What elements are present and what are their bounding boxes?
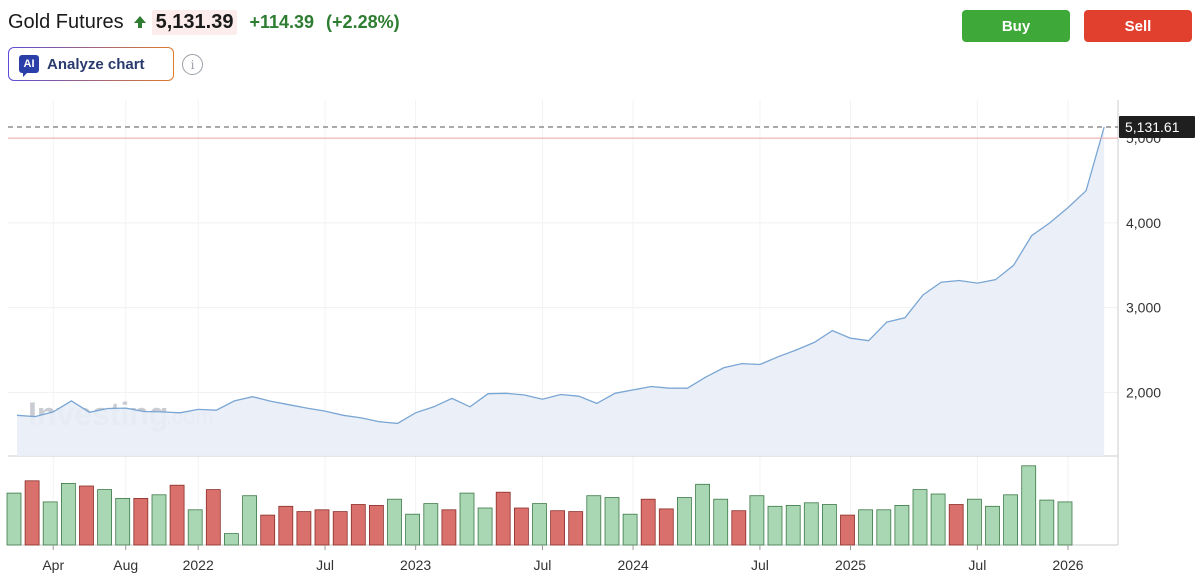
volume-bar <box>278 505 294 546</box>
volume-bar <box>767 505 783 546</box>
x-tick-label: 2026 <box>1052 557 1083 573</box>
price-change-percent: (+2.28%) <box>326 11 400 32</box>
volume-bar <box>368 504 384 546</box>
x-tick-label: 2024 <box>618 557 649 573</box>
x-tick-label: Apr <box>42 557 64 573</box>
volume-bar <box>514 507 529 546</box>
volume-bar <box>858 509 873 546</box>
last-price: 5,131.39 <box>151 9 238 35</box>
last-price-badge-label: 5,131.61 <box>1125 119 1180 135</box>
volume-bar <box>477 507 493 546</box>
volume-bar <box>803 502 819 546</box>
volume-bar <box>314 509 330 546</box>
volume-bar <box>894 504 910 546</box>
volume-bar <box>24 480 40 546</box>
analyze-chart-button[interactable]: AI Analyze chart <box>8 47 174 81</box>
volume-bar <box>1057 501 1073 546</box>
x-tick-label: 2023 <box>400 557 431 573</box>
x-tick-label: Jul <box>316 557 334 573</box>
analyze-chart-label: Analyze chart <box>47 55 145 73</box>
volume-bar <box>61 482 76 546</box>
volume-bar <box>187 509 203 546</box>
volume-bar <box>97 489 112 546</box>
volume-bar <box>441 509 457 546</box>
volume-bar <box>677 497 692 546</box>
volume-bar <box>242 495 258 546</box>
instrument-title: Gold Futures <box>8 10 124 33</box>
last-price-badge <box>1119 115 1195 138</box>
x-tick-label: Jul <box>968 557 986 573</box>
x-tick-label: Jul <box>751 557 769 573</box>
volume-bar <box>822 504 837 546</box>
volume-bar <box>115 497 131 546</box>
volume-bar <box>332 511 348 546</box>
volume-bar <box>1039 499 1055 546</box>
volume-bar <box>749 495 765 546</box>
volume-bar <box>967 498 982 546</box>
price-area <box>17 127 1105 456</box>
ai-chat-icon: AI <box>19 55 39 77</box>
volume-bar <box>296 511 312 546</box>
volume-bar <box>550 510 565 546</box>
volume-bar <box>1003 494 1018 546</box>
volume-bar <box>532 503 547 546</box>
volume-bar <box>785 504 801 546</box>
volume-bar <box>713 498 729 546</box>
price-line <box>16 126 1105 425</box>
volume-bar <box>79 485 94 546</box>
volume-bar <box>223 533 239 546</box>
volume-bar <box>205 489 221 546</box>
volume-bar <box>695 483 710 546</box>
x-tick-label: 2022 <box>183 557 214 573</box>
volume-bar <box>42 501 58 546</box>
volume-bar <box>423 503 439 546</box>
volume-bar <box>731 510 747 546</box>
volume-bar <box>985 505 1000 546</box>
sell-button[interactable]: Sell <box>1084 10 1192 42</box>
volume-bar <box>948 504 964 546</box>
x-tick-label: Jul <box>534 557 552 573</box>
volume-bar <box>586 495 602 546</box>
info-icon[interactable]: i <box>182 54 203 75</box>
instrument-header: Gold Futures 5,131.39 +114.39 (+2.28%) <box>8 8 400 36</box>
volume-bar <box>387 498 402 546</box>
volume-bar <box>568 511 584 546</box>
volume-bar <box>1021 465 1037 546</box>
y-tick-label: 4,000 <box>1126 215 1161 231</box>
volume-bar <box>658 508 674 546</box>
volume-bar <box>350 504 366 546</box>
volume-bar <box>640 498 656 546</box>
y-tick-label: 3,000 <box>1126 300 1161 316</box>
volume-bar <box>151 494 167 546</box>
price-change: +114.39 <box>249 11 315 32</box>
volume-bar <box>930 493 946 546</box>
y-tick-label: 2,000 <box>1126 384 1161 400</box>
volume-bar <box>260 514 276 546</box>
volume-bar <box>912 489 928 546</box>
volume-bar <box>622 513 638 546</box>
volume-bar <box>405 513 421 546</box>
volume-bar <box>459 492 475 546</box>
volume-bar <box>133 497 149 546</box>
volume-bar <box>604 497 620 546</box>
volume-bar <box>495 491 511 546</box>
volume-bar <box>876 509 892 546</box>
x-tick-label: Aug <box>113 557 138 573</box>
up-arrow-icon <box>133 15 146 28</box>
volume-bar <box>840 514 855 546</box>
x-tick-label: 2025 <box>835 557 866 573</box>
volume-bar <box>6 492 22 546</box>
buy-button[interactable]: Buy <box>962 10 1070 42</box>
volume-bar <box>169 484 185 546</box>
